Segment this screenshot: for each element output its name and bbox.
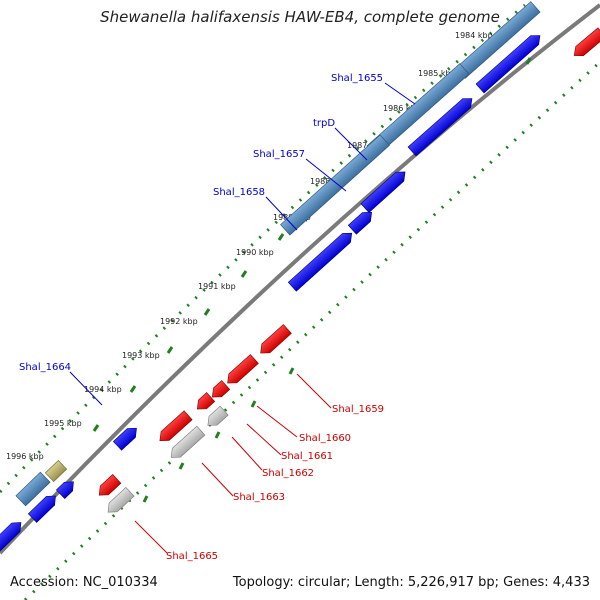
plus-strand-genes: [0, 31, 544, 553]
gene-label-shal-1658[interactable]: Shal_1658: [213, 187, 265, 198]
leader-line: [265, 196, 298, 231]
leader-line: [305, 158, 347, 192]
leader-line: [384, 82, 416, 105]
scale-label: 1993 kbp: [122, 351, 160, 360]
tick-inner: [142, 495, 149, 503]
leader-line: [256, 405, 298, 438]
scale-label: 1986 kbp: [383, 104, 421, 113]
gene-arrow[interactable]: [0, 518, 25, 553]
misc-feature: [44, 460, 68, 482]
tick-inner: [288, 367, 295, 375]
leader-line: [134, 520, 168, 554]
pseudo-genes: [104, 405, 229, 516]
gene-label-shal-1660[interactable]: Shal_1660: [299, 433, 351, 444]
tick-1994: [129, 385, 137, 393]
pseudogene-arrow[interactable]: [167, 425, 206, 462]
gene-label-shal-1659[interactable]: Shal_1659: [332, 404, 384, 415]
gene-label-shal-1663[interactable]: Shal_1663: [233, 492, 285, 503]
gene-label-shal-1661[interactable]: Shal_1661: [281, 451, 333, 462]
gene-label-shal-1664[interactable]: Shal_1664: [19, 362, 71, 373]
tick-inner: [525, 57, 532, 65]
leader-line: [201, 462, 234, 497]
inner-dotted-track: [23, 60, 600, 600]
tick-1991: [240, 270, 248, 278]
tick-inner: [178, 462, 185, 470]
topology-text: Topology: circular; Length: 5,226,917 bp…: [232, 575, 590, 590]
gene-label-trpd[interactable]: trpD: [313, 118, 335, 129]
tick-1993: [166, 346, 174, 354]
gene-arrow[interactable]: [156, 410, 193, 445]
pseudogene-arrow[interactable]: [104, 486, 135, 516]
gene-arrow[interactable]: [287, 229, 355, 292]
gene-arrow[interactable]: [360, 167, 409, 213]
tick-1992: [203, 308, 211, 316]
tick-1995: [92, 424, 100, 432]
gene-arrow[interactable]: [193, 392, 216, 414]
leader-line: [296, 373, 332, 409]
scale-label: 1992 kbp: [160, 317, 198, 326]
scale-label: 1985 kbp: [418, 69, 456, 78]
misc-feature-box[interactable]: [44, 460, 68, 482]
gene-arrow[interactable]: [257, 324, 292, 357]
scale-labels: 1984 kbp 1985 kbp 1986 kbp 1987 kbp 1988…: [6, 31, 493, 461]
tick-1990: [277, 233, 285, 241]
accession-text: Accession: NC_010334: [10, 575, 158, 590]
gene-arrow[interactable]: [55, 477, 77, 499]
scale-label: 1995 kbp: [44, 419, 82, 428]
leader-line: [231, 436, 263, 471]
operon-band: [15, 1, 541, 507]
pseudogene-arrow[interactable]: [204, 405, 229, 430]
gene-arrow[interactable]: [95, 474, 122, 499]
scale-label: 1994 kbp: [84, 385, 122, 394]
gene-label-shal-1665[interactable]: Shal_1665: [166, 551, 218, 562]
gene-arrow[interactable]: [112, 424, 140, 451]
gene-arrow[interactable]: [224, 354, 259, 387]
gene-arrow[interactable]: [347, 208, 375, 235]
scale-label: 1996 kbp: [6, 452, 44, 461]
gene-label-shal-1657[interactable]: Shal_1657: [253, 149, 305, 160]
gene-arrow[interactable]: [475, 31, 544, 94]
leader-line: [69, 371, 103, 406]
scale-label: 1984 kbp: [455, 31, 493, 40]
genome-backbone: [0, 3, 600, 555]
operon-box[interactable]: [280, 134, 390, 236]
gene-arrow[interactable]: [407, 94, 476, 157]
outer-dotted-track: [0, 3, 526, 494]
tick-inner: [214, 431, 221, 439]
scale-label: 1990 kbp: [236, 248, 274, 257]
tick-inner: [250, 400, 257, 408]
gene-label-shal-1655[interactable]: Shal_1655: [331, 73, 383, 84]
leader-line: [246, 423, 282, 456]
operon-box[interactable]: [15, 471, 51, 507]
leader-line: [334, 127, 368, 161]
gene-arrow[interactable]: [570, 27, 600, 60]
map-title: Shewanella halifaxensis HAW-EB4, complet…: [100, 8, 500, 26]
gene-arrow[interactable]: [27, 492, 59, 523]
scale-label: 1991 kbp: [198, 282, 236, 291]
gene-label-shal-1662[interactable]: Shal_1662: [262, 468, 314, 479]
scale-label: 1987 kbp: [347, 141, 385, 150]
minus-strand-genes: [95, 27, 600, 499]
gene-arrow[interactable]: [208, 380, 231, 402]
